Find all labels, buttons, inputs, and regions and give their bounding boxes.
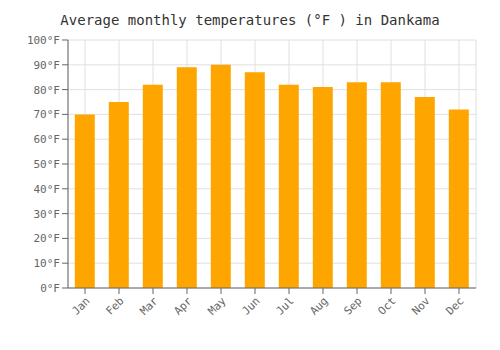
svg-text:30°F: 30°F — [34, 208, 61, 221]
svg-text:80°F: 80°F — [34, 84, 61, 97]
svg-text:Jul: Jul — [273, 294, 296, 317]
svg-text:20°F: 20°F — [34, 232, 61, 245]
svg-text:10°F: 10°F — [34, 257, 61, 270]
svg-text:Aug: Aug — [307, 294, 330, 317]
svg-text:0°F: 0°F — [40, 282, 60, 295]
svg-text:May: May — [205, 294, 229, 318]
svg-text:90°F: 90°F — [34, 59, 61, 72]
svg-text:60°F: 60°F — [34, 133, 61, 146]
svg-text:50°F: 50°F — [34, 158, 61, 171]
html-text:Average monthly temperatures (: Average monthly temperatures (°F ) in Da… — [60, 12, 440, 28]
svg-text:Dec: Dec — [443, 294, 466, 317]
svg-text:40°F: 40°F — [34, 183, 61, 196]
svg-text:Jan: Jan — [69, 294, 92, 317]
svg-text:Jun: Jun — [239, 294, 262, 317]
svg-text:Nov: Nov — [409, 294, 433, 318]
svg-text:70°F: 70°F — [34, 108, 61, 121]
svg-text:Feb: Feb — [103, 294, 126, 317]
svg-text:100°F: 100°F — [27, 34, 60, 47]
svg-text:Mar: Mar — [137, 294, 161, 318]
svg-text:Apr: Apr — [171, 294, 195, 318]
svg-text:Oct: Oct — [375, 294, 398, 317]
svg-text:Sep: Sep — [341, 294, 364, 317]
